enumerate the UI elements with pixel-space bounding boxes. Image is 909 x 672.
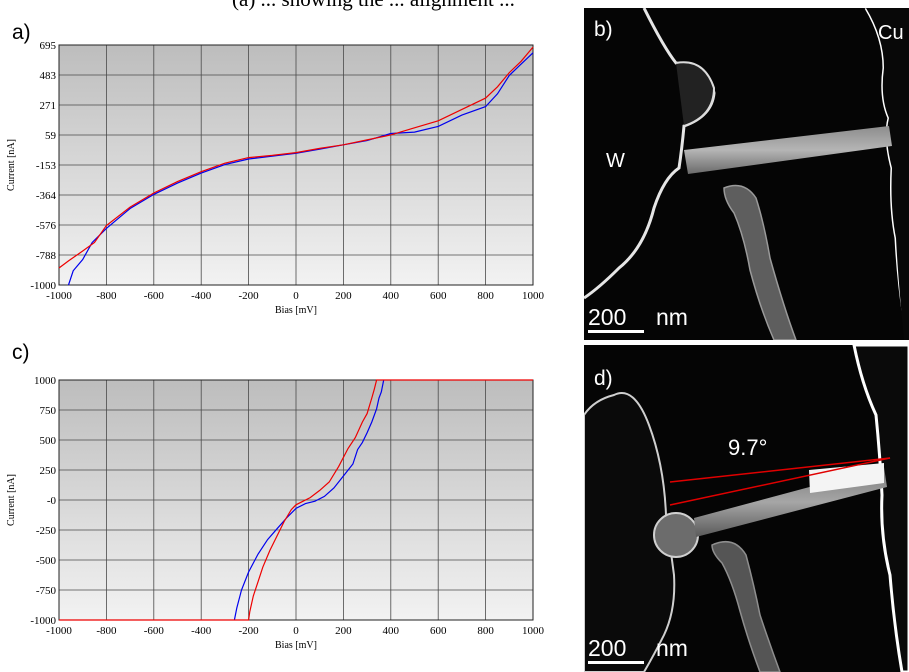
x-tick-label: 600 xyxy=(430,290,447,302)
chart-c: -1000 -800 -600 -400 -200 0 200 400 600 800 1000 10… xyxy=(0,355,560,672)
x-tick-label: 1000 xyxy=(522,625,545,637)
label-cu: Cu xyxy=(878,22,904,44)
scale-unit-b: nm xyxy=(656,304,688,330)
x-tick-label: 0 xyxy=(293,290,299,302)
x-axis-label: Bias [mV] xyxy=(275,305,317,316)
scale-bar-b xyxy=(588,330,644,333)
y-tick-label: 500 xyxy=(40,435,57,447)
scale-value-b: 200 xyxy=(588,304,627,330)
x-axis-label: Bias [mV] xyxy=(275,640,317,651)
x-tick-label: 1000 xyxy=(522,290,545,302)
x-tick-label: -1000 xyxy=(46,625,72,637)
angle-label: 9.7° xyxy=(728,435,768,460)
x-tick-label: 200 xyxy=(335,290,352,302)
x-tick-label: -200 xyxy=(239,625,260,637)
tem-image-d: d) 9.7° 200 nm xyxy=(584,345,909,672)
x-tick-label: 0 xyxy=(293,625,299,637)
label-w: W xyxy=(606,150,625,172)
chart-a-svg: -1000 -800 -600 -400 -200 0 200 400 600 800 1000 69… xyxy=(6,40,545,316)
x-tick-label: 600 xyxy=(430,625,447,637)
scale-unit-d: nm xyxy=(656,635,688,661)
series-line-red xyxy=(58,46,534,269)
x-tick-label: -400 xyxy=(191,625,212,637)
y-tick-label: -500 xyxy=(36,555,57,567)
caption-fragment: (a) ... showing the ... alignment ... xyxy=(232,0,515,12)
y-tick-label: 59 xyxy=(45,130,57,142)
y-tick-label: -0 xyxy=(47,495,57,507)
y-tick-label: -576 xyxy=(36,220,57,232)
y-tick-label: 250 xyxy=(40,465,57,477)
y-axis-label: Current [nA] xyxy=(6,474,17,526)
series-line-blue xyxy=(67,52,534,286)
plot-frame xyxy=(58,379,534,621)
plot-frame xyxy=(58,44,534,286)
y-tick-label: -364 xyxy=(36,190,57,202)
x-tick-label: -800 xyxy=(96,290,117,302)
tem-image-b: W Cu b) 200 nm xyxy=(584,8,909,340)
scale-bar-d xyxy=(588,661,644,664)
x-tick-label: -400 xyxy=(191,290,212,302)
y-tick-label: -788 xyxy=(36,250,57,262)
series-line-blue xyxy=(233,379,385,621)
x-tick-label: 200 xyxy=(335,625,352,637)
scale-value-d: 200 xyxy=(588,635,627,661)
x-tick-label: 800 xyxy=(477,625,494,637)
x-tick-label: -800 xyxy=(96,625,117,637)
x-tick-label: 400 xyxy=(383,290,400,302)
panel-label-b: b) xyxy=(594,18,613,41)
x-tick-label: -600 xyxy=(144,290,165,302)
y-tick-label: -750 xyxy=(36,585,57,597)
tem-d-drawing xyxy=(584,345,909,672)
y-tick-label: -250 xyxy=(36,525,57,537)
y-tick-label: 483 xyxy=(40,70,57,82)
panel-label-c: c) xyxy=(12,341,30,364)
y-tick-label: -1000 xyxy=(30,615,56,627)
y-tick-label: 1000 xyxy=(34,375,57,387)
panel-label-d: d) xyxy=(594,367,613,390)
y-tick-label: -1000 xyxy=(30,280,56,292)
x-tick-label: 800 xyxy=(477,290,494,302)
y-tick-label: 750 xyxy=(40,405,57,417)
panel-label-a: a) xyxy=(12,21,31,44)
x-tick-label: -600 xyxy=(144,625,165,637)
chart-c-svg: -1000 -800 -600 -400 -200 0 200 400 600 800 1000 10… xyxy=(6,375,545,651)
y-tick-label: 271 xyxy=(40,100,57,112)
tem-b-drawing xyxy=(584,8,909,340)
x-tick-label: -1000 xyxy=(46,290,72,302)
series-line-red xyxy=(59,379,533,621)
x-tick-label: 400 xyxy=(383,625,400,637)
y-tick-label: -153 xyxy=(36,160,57,172)
y-axis-label: Current [nA] xyxy=(6,139,17,191)
chart-a: -1000 -800 -600 -400 -200 0 200 400 600 800 1000 69… xyxy=(0,30,560,340)
y-tick-label: 695 xyxy=(40,40,57,52)
x-tick-label: -200 xyxy=(239,290,260,302)
